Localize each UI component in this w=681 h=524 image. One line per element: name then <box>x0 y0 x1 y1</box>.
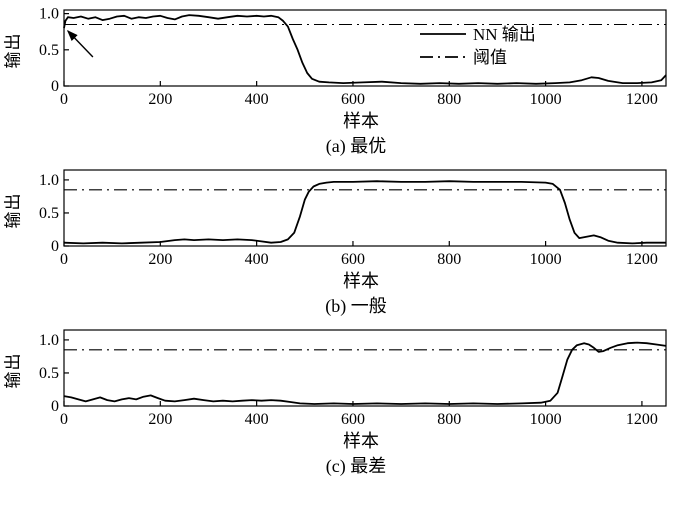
svg-text:0: 0 <box>60 411 68 428</box>
svg-text:阈值: 阈值 <box>473 48 507 67</box>
x-axis-label-a: 样本 <box>343 111 379 131</box>
caption-b: (b) 一般 <box>325 296 387 316</box>
chart-panel-a: 输出 0 200 400 600 800 1000 1200 0 0.5 1.0 NN 输出阈值 样… <box>0 4 681 158</box>
svg-text:1200: 1200 <box>626 411 658 428</box>
chart-c: 0 200 400 600 800 1000 1200 0 0.5 1.0 <box>39 329 667 428</box>
svg-text:0.5: 0.5 <box>39 205 59 222</box>
x-axis-label-b: 样本 <box>343 271 379 291</box>
svg-text:0: 0 <box>51 398 59 415</box>
chart-panel-b: 输出 0 200 400 600 800 1000 1200 0 0.5 1.0 样本 (b) 一… <box>0 164 681 318</box>
svg-text:0.5: 0.5 <box>39 365 59 382</box>
svg-text:400: 400 <box>245 411 269 428</box>
svg-text:1200: 1200 <box>626 91 658 108</box>
svg-text:1000: 1000 <box>530 411 562 428</box>
svg-text:0: 0 <box>51 238 59 255</box>
plot-row-b: 输出 0 200 400 600 800 1000 1200 0 0.5 1.0 <box>0 164 681 270</box>
caption-a: (a) 最优 <box>325 136 387 156</box>
svg-text:1.0: 1.0 <box>39 172 59 189</box>
svg-text:0: 0 <box>51 78 59 95</box>
y-axis-label-a: 输出 <box>0 4 23 96</box>
svg-text:400: 400 <box>245 251 269 268</box>
svg-text:600: 600 <box>341 411 365 428</box>
svg-text:600: 600 <box>341 91 365 108</box>
svg-text:0: 0 <box>60 251 68 268</box>
y-axis-label-text: 输出 <box>3 32 23 68</box>
svg-text:1.0: 1.0 <box>39 6 59 23</box>
svg-text:800: 800 <box>437 411 461 428</box>
svg-text:400: 400 <box>245 91 269 108</box>
y-axis-label-text: 输出 <box>3 192 23 228</box>
y-axis-label-text: 输出 <box>3 352 23 388</box>
svg-text:0.5: 0.5 <box>39 42 59 59</box>
x-axis-label-c: 样本 <box>343 431 379 451</box>
svg-text:1.0: 1.0 <box>39 332 59 349</box>
svg-text:0: 0 <box>60 91 68 108</box>
svg-text:800: 800 <box>437 251 461 268</box>
y-axis-label-c: 输出 <box>0 324 23 416</box>
svg-text:600: 600 <box>341 251 365 268</box>
svg-text:200: 200 <box>148 411 172 428</box>
svg-text:1000: 1000 <box>530 251 562 268</box>
svg-text:NN 输出: NN 输出 <box>473 25 536 44</box>
plot-row-c: 输出 0 200 400 600 800 1000 1200 0 0.5 1.0 <box>0 324 681 430</box>
figure-nn-output-panels: 输出 0 200 400 600 800 1000 1200 0 0.5 1.0 NN 输出阈值 样… <box>0 4 681 478</box>
chart-panel-c: 输出 0 200 400 600 800 1000 1200 0 0.5 1.0 样本 (c) 最… <box>0 324 681 478</box>
caption-c: (c) 最差 <box>325 456 387 476</box>
y-axis-label-b: 输出 <box>0 164 23 256</box>
svg-text:1200: 1200 <box>626 251 658 268</box>
svg-text:200: 200 <box>148 91 172 108</box>
svg-text:1000: 1000 <box>530 91 562 108</box>
chart-b: 0 200 400 600 800 1000 1200 0 0.5 1.0 <box>39 169 667 268</box>
plot-row-a: 输出 0 200 400 600 800 1000 1200 0 0.5 1.0 NN 输出阈值 <box>0 4 681 110</box>
svg-text:800: 800 <box>437 91 461 108</box>
svg-text:200: 200 <box>148 251 172 268</box>
